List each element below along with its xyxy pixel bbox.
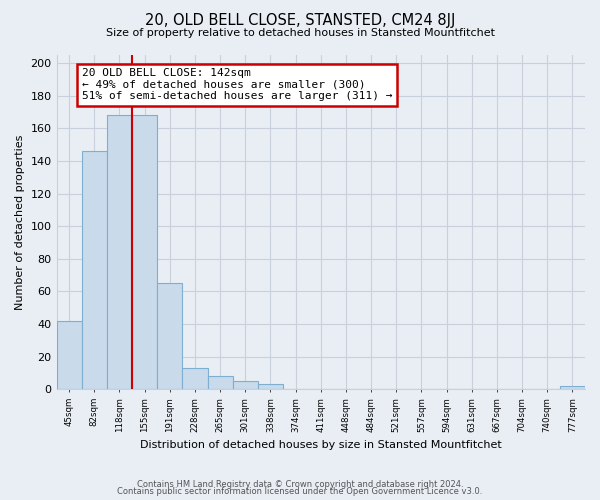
Bar [132,116,157,389]
Text: Size of property relative to detached houses in Stansted Mountfitchet: Size of property relative to detached ho… [106,28,494,38]
Text: 20, OLD BELL CLOSE, STANSTED, CM24 8JJ: 20, OLD BELL CLOSE, STANSTED, CM24 8JJ [145,12,455,28]
Text: 20 OLD BELL CLOSE: 142sqm
← 49% of detached houses are smaller (300)
51% of semi: 20 OLD BELL CLOSE: 142sqm ← 49% of detac… [82,68,392,101]
Text: Contains HM Land Registry data © Crown copyright and database right 2024.: Contains HM Land Registry data © Crown c… [137,480,463,489]
Bar [82,151,107,389]
Bar [258,384,283,389]
Bar [182,368,208,389]
X-axis label: Distribution of detached houses by size in Stansted Mountfitchet: Distribution of detached houses by size … [140,440,502,450]
Bar [233,381,258,389]
Y-axis label: Number of detached properties: Number of detached properties [15,134,25,310]
Bar [560,386,585,389]
Bar [56,320,82,389]
Bar [157,283,182,389]
Bar [107,116,132,389]
Text: Contains public sector information licensed under the Open Government Licence v3: Contains public sector information licen… [118,487,482,496]
Bar [208,376,233,389]
